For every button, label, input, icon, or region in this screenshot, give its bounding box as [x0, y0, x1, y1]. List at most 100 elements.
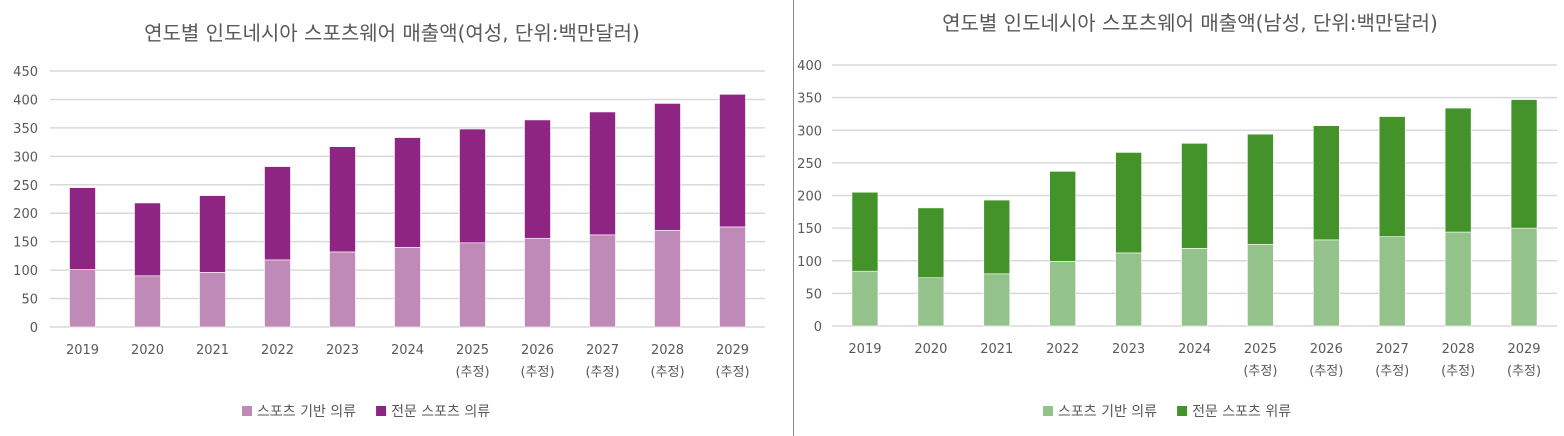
- legend-swatch: [1043, 406, 1053, 416]
- legend-label: 전문 스포츠 의류: [391, 404, 490, 420]
- legend-label: 스포츠 기반 의류: [257, 404, 356, 420]
- bar-base: [589, 234, 616, 328]
- y-tick-label: 350: [13, 122, 38, 137]
- x-tick-label: (추정): [520, 365, 554, 380]
- bar-base: [264, 259, 291, 328]
- legend-label: 스포츠 기반 의류: [1058, 404, 1157, 420]
- y-tick-label: 50: [805, 287, 822, 302]
- bar-base: [851, 270, 879, 327]
- x-tick-label: (추정): [1507, 364, 1541, 379]
- x-tick-label: 2026: [521, 343, 554, 358]
- bar-base: [394, 247, 421, 328]
- x-tick-label: 2022: [261, 343, 294, 358]
- y-tick-label: 350: [797, 92, 822, 107]
- x-tick-label: (추정): [715, 365, 749, 380]
- bar-base: [1378, 236, 1406, 327]
- x-tick-label: (추정): [1309, 364, 1343, 379]
- x-tick-label: (추정): [585, 365, 619, 380]
- bar-base: [524, 237, 551, 328]
- y-tick-label: 0: [814, 320, 822, 335]
- y-tick-label: 100: [13, 264, 38, 279]
- bar-pro: [1313, 125, 1340, 241]
- y-tick-label: 250: [13, 179, 38, 194]
- x-tick-label: 2019: [66, 343, 99, 358]
- x-tick-label: (추정): [650, 365, 684, 380]
- x-tick-label: 2026: [1310, 342, 1343, 357]
- bar-pro: [394, 137, 421, 248]
- y-tick-label: 400: [13, 93, 38, 108]
- x-tick-label: 2023: [326, 343, 359, 358]
- y-tick-label: 100: [797, 255, 822, 270]
- x-tick-label: 2021: [980, 342, 1013, 357]
- bar-pro: [1247, 133, 1274, 245]
- x-tick-label: 2024: [1178, 342, 1211, 357]
- bar-pro: [983, 199, 1011, 275]
- x-tick-label: 2020: [131, 343, 164, 358]
- y-tick-label: 200: [797, 190, 822, 205]
- x-tick-label: (추정): [455, 365, 489, 380]
- chart-title: 연도별 인도네시아 스포츠웨어 매출액(남성, 단위:백만달러): [942, 11, 1438, 35]
- bar-pro: [654, 103, 681, 231]
- bar-base: [1313, 239, 1340, 327]
- y-tick-label: 300: [797, 124, 822, 139]
- chart-title: 연도별 인도네시아 스포츠웨어 매출액(여성, 단위:백만달러): [144, 21, 640, 45]
- bar-pro: [1444, 107, 1472, 233]
- x-tick-label: 2027: [1376, 342, 1409, 357]
- bar-base: [1049, 261, 1076, 327]
- x-tick-label: 2029: [1507, 342, 1540, 357]
- bar-pro: [917, 207, 945, 279]
- bar-base: [329, 251, 356, 328]
- x-tick-label: 2019: [848, 342, 881, 357]
- x-tick-label: 2025: [1244, 342, 1277, 357]
- y-tick-label: 50: [21, 293, 38, 308]
- x-tick-label: 2024: [391, 343, 424, 358]
- bar-pro: [589, 111, 616, 236]
- x-tick-label: 2020: [914, 342, 947, 357]
- bar-base: [1247, 244, 1274, 327]
- y-tick-label: 150: [797, 222, 822, 237]
- x-tick-label: 2028: [651, 343, 684, 358]
- x-tick-label: 2022: [1046, 342, 1079, 357]
- bar-base: [917, 277, 945, 327]
- bar-pro: [199, 195, 226, 273]
- x-tick-label: (추정): [1375, 364, 1409, 379]
- y-tick-label: 200: [13, 207, 38, 222]
- y-tick-label: 250: [797, 157, 822, 172]
- bar-base: [134, 275, 161, 328]
- bar-base: [199, 272, 226, 328]
- bar-base: [983, 273, 1011, 327]
- x-tick-label: 2021: [196, 343, 229, 358]
- bar-pro: [459, 128, 486, 244]
- x-tick-label: 2028: [1442, 342, 1475, 357]
- bar-base: [1444, 231, 1472, 327]
- bar-pro: [1181, 143, 1208, 249]
- y-tick-label: 300: [13, 150, 38, 165]
- bar-base: [1115, 252, 1142, 327]
- bar-base: [1510, 227, 1538, 327]
- x-tick-label: 2023: [1112, 342, 1145, 357]
- bar-base: [1181, 248, 1208, 327]
- female-sales-chart: 연도별 인도네시아 스포츠웨어 매출액(여성, 단위:백만달러) 0 50 100 15…: [13, 21, 765, 420]
- bar-base: [654, 229, 681, 328]
- legend-swatch: [242, 406, 252, 416]
- chart-divider: [793, 0, 794, 436]
- bar-pro: [524, 119, 551, 239]
- x-tick-label: 2029: [716, 343, 749, 358]
- legend-label: 전문 스포츠 위류: [1192, 404, 1291, 420]
- legend-swatch: [376, 406, 387, 416]
- bar-base: [69, 269, 96, 328]
- bar-pro: [134, 202, 161, 277]
- x-tick-label: (추정): [1243, 364, 1277, 379]
- y-tick-label: 150: [13, 236, 38, 251]
- x-tick-label: 2025: [456, 343, 489, 358]
- bar-pro: [1049, 171, 1076, 262]
- legend-swatch: [1177, 406, 1188, 416]
- y-tick-label: 400: [797, 59, 822, 74]
- bar-pro: [264, 166, 291, 261]
- y-tick-label: 450: [13, 65, 38, 80]
- y-tick-label: 0: [30, 321, 38, 336]
- bar-pro: [1510, 99, 1538, 229]
- x-tick-label: (추정): [1441, 364, 1475, 379]
